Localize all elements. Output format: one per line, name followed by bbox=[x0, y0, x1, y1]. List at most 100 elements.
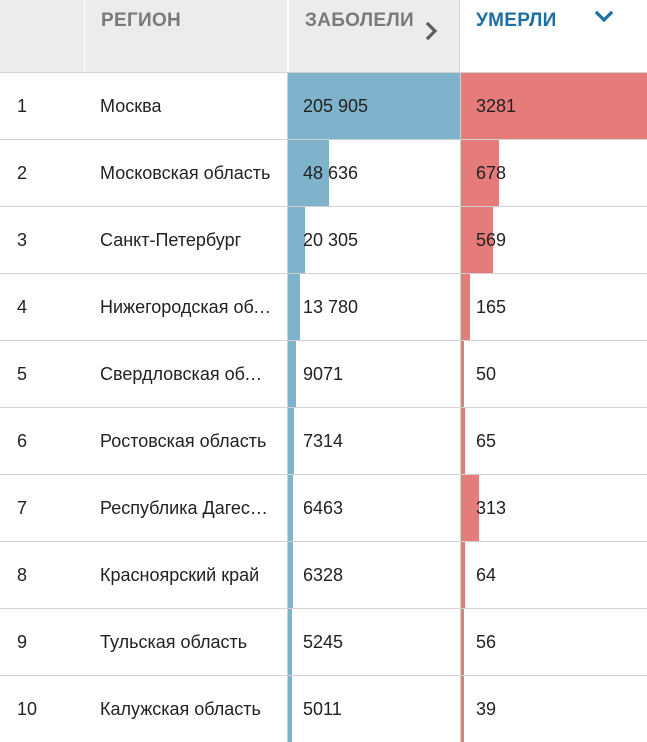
rank-value: 1 bbox=[17, 96, 28, 116]
cases-bar bbox=[288, 140, 329, 206]
region-name: Красноярский край bbox=[100, 565, 260, 585]
deaths-bar bbox=[461, 73, 647, 139]
region-cell: Московская область bbox=[84, 140, 287, 206]
cases-bar bbox=[288, 676, 292, 742]
rank-cell: 3 bbox=[0, 207, 84, 273]
cases-bar bbox=[288, 274, 300, 340]
deaths-value: 313 bbox=[476, 498, 507, 518]
table-row[interactable]: 9 Тульская область 5245 56 bbox=[0, 608, 647, 675]
table-row[interactable]: 5 Свердловская область 9071 50 bbox=[0, 340, 647, 407]
rank-cell: 10 bbox=[0, 676, 84, 742]
rank-value: 6 bbox=[17, 431, 28, 451]
cases-bar bbox=[288, 207, 305, 273]
deaths-bar bbox=[461, 475, 479, 541]
deaths-cell: 39 bbox=[460, 676, 647, 742]
table-row[interactable]: 8 Красноярский край 6328 64 bbox=[0, 541, 647, 608]
header-deaths-label: УМЕРЛИ bbox=[476, 10, 557, 31]
cases-cell: 5011 bbox=[287, 676, 460, 742]
deaths-cell: 569 bbox=[460, 207, 647, 273]
deaths-value: 3281 bbox=[476, 96, 517, 116]
table-row[interactable]: 6 Ростовская область 7314 65 bbox=[0, 407, 647, 474]
rank-cell: 9 bbox=[0, 609, 84, 675]
cases-bar bbox=[288, 73, 460, 139]
rank-cell: 2 bbox=[0, 140, 84, 206]
deaths-bar bbox=[461, 341, 464, 407]
cases-cell: 6463 bbox=[287, 475, 460, 541]
cases-value: 205 905 bbox=[303, 96, 369, 116]
deaths-cell: 165 bbox=[460, 274, 647, 340]
cases-cell: 9071 bbox=[287, 341, 460, 407]
region-name: Московская область bbox=[100, 163, 271, 183]
rank-cell: 6 bbox=[0, 408, 84, 474]
deaths-value: 64 bbox=[476, 565, 497, 585]
table-row[interactable]: 2 Московская область 48 636 678 bbox=[0, 139, 647, 206]
rank-value: 4 bbox=[17, 297, 28, 317]
deaths-value: 65 bbox=[476, 431, 497, 451]
rank-value: 9 bbox=[17, 632, 28, 652]
rank-cell: 1 bbox=[0, 73, 84, 139]
deaths-cell: 678 bbox=[460, 140, 647, 206]
table-row[interactable]: 1 Москва 205 905 3281 bbox=[0, 72, 647, 139]
header-deaths[interactable]: УМЕРЛИ bbox=[459, 0, 647, 72]
deaths-cell: 65 bbox=[460, 408, 647, 474]
cases-value: 9071 bbox=[303, 364, 344, 384]
cases-bar bbox=[288, 542, 293, 608]
region-cell: Красноярский край bbox=[84, 542, 287, 608]
cases-cell: 48 636 bbox=[287, 140, 460, 206]
deaths-bar bbox=[461, 676, 464, 742]
rank-cell: 7 bbox=[0, 475, 84, 541]
cases-bar bbox=[288, 341, 296, 407]
header-cases[interactable]: ЗАБОЛЕЛИ bbox=[287, 0, 459, 72]
chevron-down-icon[interactable] bbox=[594, 10, 614, 29]
deaths-bar bbox=[461, 542, 465, 608]
region-cell: Ростовская область bbox=[84, 408, 287, 474]
cases-bar bbox=[288, 475, 293, 541]
deaths-cell: 313 bbox=[460, 475, 647, 541]
region-cell: Республика Дагестан bbox=[84, 475, 287, 541]
table-body: 1 Москва 205 905 3281 2 Московская облас… bbox=[0, 72, 647, 742]
region-cell: Санкт-Петербург bbox=[84, 207, 287, 273]
region-name: Санкт-Петербург bbox=[100, 230, 242, 250]
region-cell: Свердловская область bbox=[84, 341, 287, 407]
chevron-right-icon[interactable] bbox=[425, 21, 438, 45]
cases-bar bbox=[288, 609, 292, 675]
region-cell: Москва bbox=[84, 73, 287, 139]
rank-cell: 5 bbox=[0, 341, 84, 407]
cases-value: 5245 bbox=[303, 632, 344, 652]
deaths-value: 50 bbox=[476, 364, 497, 384]
deaths-value: 165 bbox=[476, 297, 507, 317]
table-row[interactable]: 7 Республика Дагестан 6463 313 bbox=[0, 474, 647, 541]
cases-value: 6328 bbox=[303, 565, 344, 585]
cases-value: 13 780 bbox=[303, 297, 359, 317]
deaths-bar bbox=[461, 274, 470, 340]
region-name: Калужская область bbox=[100, 699, 261, 719]
rank-value: 5 bbox=[17, 364, 28, 384]
table-row[interactable]: 4 Нижегородская область 13 780 165 bbox=[0, 273, 647, 340]
header-cases-label: ЗАБОЛЕЛИ bbox=[305, 10, 414, 31]
region-name: Ростовская область bbox=[100, 431, 267, 451]
deaths-bar bbox=[461, 609, 464, 675]
deaths-bar bbox=[461, 207, 493, 273]
deaths-cell: 50 bbox=[460, 341, 647, 407]
region-name: Свердловская область bbox=[100, 364, 272, 384]
rank-value: 10 bbox=[17, 699, 38, 719]
region-name: Москва bbox=[100, 96, 162, 116]
region-name: Республика Дагестан bbox=[100, 498, 272, 518]
cases-value: 48 636 bbox=[303, 163, 359, 183]
header-region[interactable]: РЕГИОН bbox=[84, 0, 287, 72]
table-row[interactable]: 3 Санкт-Петербург 20 305 569 bbox=[0, 206, 647, 273]
deaths-bar bbox=[461, 140, 499, 206]
deaths-cell: 64 bbox=[460, 542, 647, 608]
cases-value: 20 305 bbox=[303, 230, 359, 250]
header-region-label: РЕГИОН bbox=[101, 10, 182, 31]
region-cell: Тульская область bbox=[84, 609, 287, 675]
deaths-value: 678 bbox=[476, 163, 507, 183]
rank-value: 8 bbox=[17, 565, 28, 585]
table-row[interactable]: 10 Калужская область 5011 39 bbox=[0, 675, 647, 742]
cases-cell: 205 905 bbox=[287, 73, 460, 139]
cases-cell: 7314 bbox=[287, 408, 460, 474]
rank-value: 3 bbox=[17, 230, 28, 250]
rank-value: 7 bbox=[17, 498, 28, 518]
cases-value: 7314 bbox=[303, 431, 344, 451]
